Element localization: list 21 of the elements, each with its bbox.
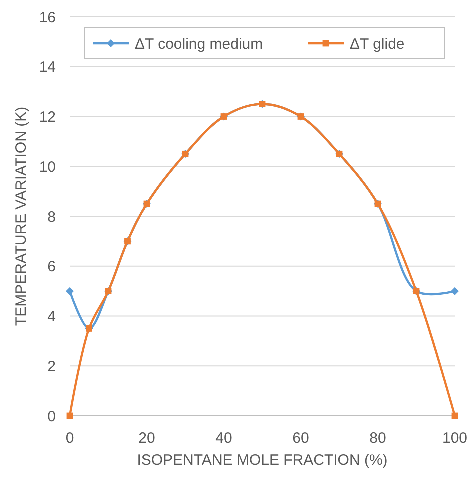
y-tick-label: 8: [48, 208, 56, 226]
y-tick-label: 12: [39, 109, 56, 126]
legend-label: ΔT glide: [350, 36, 405, 53]
x-tick-label: 60: [292, 430, 310, 447]
x-tick-label: 100: [442, 430, 467, 447]
y-tick-label: 10: [39, 158, 56, 176]
y-tick-label: 14: [39, 59, 56, 76]
y-tick-label: 16: [39, 9, 56, 26]
x-tick-label: 40: [216, 430, 232, 447]
y-tick-label: 6: [48, 258, 56, 276]
y-tick-label: 4: [48, 308, 56, 326]
x-axis-title: ISOPENTANE MOLE FRACTION (%): [137, 452, 388, 469]
y-axis-title: TEMPERATURE VARIATION (K): [13, 106, 30, 326]
legend-label: ΔT cooling medium: [135, 36, 264, 53]
y-tick-label: 0: [48, 408, 56, 426]
y-tick-label: 2: [48, 358, 56, 376]
x-tick-label: 20: [138, 430, 156, 447]
point: [66, 287, 74, 296]
x-tick-label: 80: [370, 430, 386, 447]
point: [451, 287, 459, 296]
x-tick-label: 0: [66, 430, 74, 447]
